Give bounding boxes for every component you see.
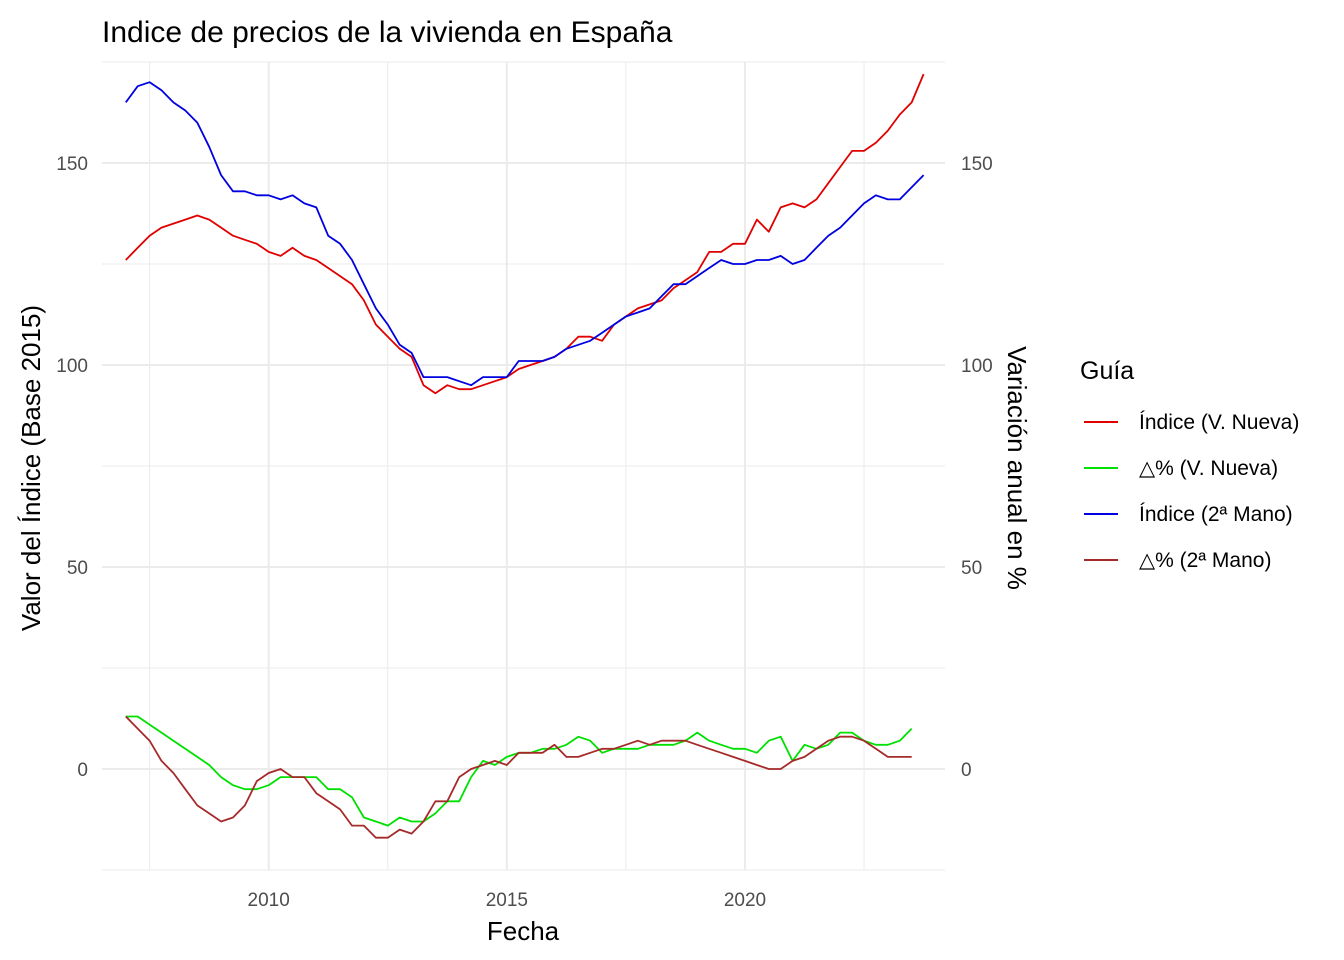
x-tick-label: 2020 <box>724 890 766 911</box>
legend-label-3: Índice (2ª Mano) <box>1139 503 1293 526</box>
legend-label-4: △% (2ª Mano) <box>1139 549 1271 572</box>
legend: Guía Índice (V. Nueva) △% (V. Nueva) Índic… <box>1080 357 1299 572</box>
y-tick-label: 50 <box>67 558 88 579</box>
y-axis-title: Valor del Índice (Base 2015) <box>16 305 46 631</box>
x-axis-title: Fecha <box>487 916 560 946</box>
legend-label-2: △% (V. Nueva) <box>1139 457 1278 480</box>
y2-tick-label: 100 <box>961 356 993 377</box>
y-tick-label: 150 <box>56 154 88 175</box>
series-line-3 <box>125 81 925 387</box>
series-line-2 <box>125 715 913 827</box>
chart-title: Indice de precios de la vivienda en Espa… <box>102 16 673 49</box>
x-axis-ticks: 2010 2015 2020 <box>248 890 767 911</box>
y2-tick-label: 0 <box>961 760 972 781</box>
y2-axis-title: Variación anual en % <box>1002 346 1032 590</box>
y2-tick-label: 50 <box>961 558 982 579</box>
series-line-1 <box>125 73 925 395</box>
x-tick-label: 2010 <box>248 890 290 911</box>
y-axis-ticks: 0 50 100 150 <box>56 154 88 781</box>
y-tick-label: 100 <box>56 356 88 377</box>
series-line-4 <box>125 715 912 839</box>
grid <box>102 61 945 871</box>
plot-lines <box>125 73 925 839</box>
legend-label-1: Índice (V. Nueva) <box>1139 411 1299 434</box>
y-tick-label: 0 <box>77 760 88 781</box>
y2-axis-ticks: 0 50 100 150 <box>961 154 993 781</box>
legend-title: Guía <box>1080 357 1134 385</box>
x-tick-label: 2015 <box>486 890 528 911</box>
y2-tick-label: 150 <box>961 154 993 175</box>
